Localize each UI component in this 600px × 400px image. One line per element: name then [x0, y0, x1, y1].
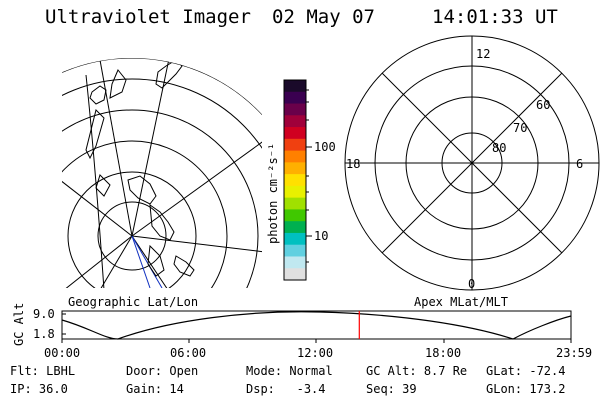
colorbar-band	[284, 185, 306, 199]
info-filter: Flt: LBHL	[10, 364, 76, 378]
colorbar-band	[284, 174, 306, 187]
colorbar-tick-label: 10	[314, 229, 329, 243]
alt-xtick-label: 00:00	[44, 346, 81, 360]
colorbar-band	[284, 127, 306, 140]
colorbar-band	[284, 209, 306, 222]
coastline	[89, 85, 107, 105]
mlat-label-60: 60	[536, 98, 551, 112]
meridian-line	[85, 74, 105, 288]
mlt-label-0: 0	[468, 277, 476, 291]
meridian-line	[131, 235, 169, 288]
alt-ytick-label: 1.8	[33, 327, 55, 341]
instrument-title: Ultraviolet Imager	[45, 6, 251, 28]
colorbar-band	[284, 115, 306, 128]
info-glon: GLon: 173.2	[486, 382, 566, 396]
coastline	[95, 174, 111, 197]
altitude-ylabel: GC Alt	[12, 302, 26, 346]
colorbar-band	[284, 150, 306, 163]
lat-circle	[62, 140, 228, 288]
right-panel-label: Apex MLat/MLT	[414, 295, 508, 309]
mlat-label-70: 70	[513, 121, 528, 135]
colorbar-band	[284, 256, 306, 269]
mlt-line-diag	[381, 72, 563, 254]
alt-xtick-label: 18:00	[425, 346, 462, 360]
meridian-line	[62, 179, 133, 237]
colorbar-band	[284, 268, 306, 281]
coastline	[127, 175, 157, 205]
coastline	[109, 69, 127, 99]
colorbar-band	[284, 103, 306, 116]
coastline	[173, 255, 195, 277]
altitude-plot-frame	[61, 310, 572, 340]
info-glat: GLat: -72.4	[486, 364, 566, 378]
mlt-label-18: 18	[346, 157, 361, 171]
colorbar-band	[284, 221, 306, 234]
info-gc-alt: GC Alt: 8.7 Re	[366, 364, 468, 378]
mlat-label-80: 80	[492, 141, 507, 155]
info-dsp: Dsp: -3.4	[246, 382, 326, 396]
colorbar-frame	[283, 79, 307, 281]
coastline	[85, 109, 105, 160]
coastline	[155, 59, 183, 89]
colorbar-tick-label: 100	[314, 140, 336, 154]
coastline	[149, 203, 175, 241]
geographic-map	[62, 58, 262, 288]
alt-xtick-label: 23:59	[556, 346, 593, 360]
info-ip: IP: 36.0	[10, 382, 68, 396]
meridian-line	[131, 235, 262, 253]
altitude-curve	[61, 311, 572, 340]
lat-circle	[97, 201, 167, 271]
header-time: 14:01:33 UT	[432, 6, 558, 28]
colorbar-band	[284, 91, 306, 105]
mlt-label-6: 6	[576, 157, 584, 171]
colorbar-unit-label: photon cm⁻²s⁻¹	[266, 142, 280, 244]
colorbar-band	[284, 232, 306, 246]
colorbar	[284, 80, 306, 281]
magnetic-polar-plot	[344, 35, 600, 291]
lat-circle	[62, 109, 259, 288]
info-door: Door: Open	[126, 364, 199, 378]
info-gain: Gain: 14	[126, 382, 184, 396]
meridian-line	[63, 235, 133, 288]
meridian-line	[99, 235, 133, 288]
alt-xtick-label: 12:00	[297, 346, 334, 360]
meridian-line	[131, 58, 176, 237]
lat-circle	[62, 78, 262, 288]
coastline	[147, 244, 165, 277]
alt-xtick-label: 06:00	[170, 346, 207, 360]
header-date: 02 May 07	[272, 6, 375, 28]
mlt-label-12: 12	[476, 47, 491, 61]
meridian-line	[131, 235, 163, 288]
colorbar-band	[284, 197, 306, 211]
meridian-line	[131, 139, 262, 237]
alt-ytick-label: 9.0	[33, 307, 55, 321]
meridian-line	[131, 235, 151, 288]
info-seq: Seq: 39	[366, 382, 417, 396]
colorbar-band	[284, 138, 306, 152]
meridian-line	[99, 59, 133, 237]
lat-circle	[67, 171, 197, 288]
info-mode: Mode: Normal	[246, 364, 333, 378]
colorbar-band	[284, 162, 306, 175]
left-panel-label: Geographic Lat/Lon	[68, 295, 199, 309]
colorbar-band	[284, 244, 306, 258]
colorbar-band	[284, 80, 306, 93]
